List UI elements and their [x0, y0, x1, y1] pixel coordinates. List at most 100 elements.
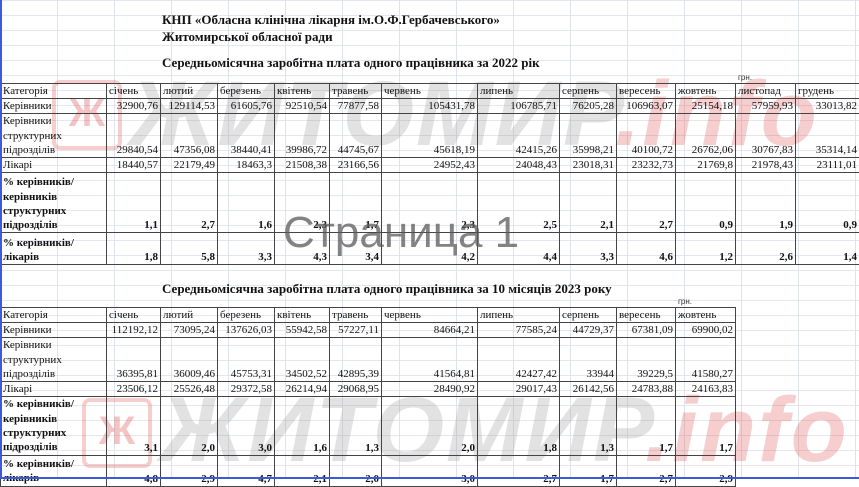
cell-value[interactable]: 21769,8: [676, 158, 736, 173]
cell-value[interactable]: 45753,31: [218, 338, 275, 382]
cell-value[interactable]: 23111,01: [796, 158, 859, 173]
cell-value[interactable]: 61605,76: [218, 99, 275, 114]
cell-value[interactable]: 44745,67: [330, 114, 382, 158]
cell-value[interactable]: 129114,53: [161, 99, 218, 114]
cell-value[interactable]: 1,1: [107, 173, 161, 233]
cell-value[interactable]: 40100,72: [617, 114, 676, 158]
cell-value[interactable]: 21978,43: [736, 158, 796, 173]
cell-value[interactable]: 23232,73: [617, 158, 676, 173]
cell-value[interactable]: 67381,09: [617, 323, 676, 338]
cell-value[interactable]: 23018,31: [560, 158, 617, 173]
cell-value[interactable]: 4,8: [107, 455, 161, 486]
cell-value[interactable]: 73095,24: [161, 323, 218, 338]
cell-value[interactable]: 42427,42: [478, 338, 560, 382]
cell-value[interactable]: 25526,48: [161, 382, 218, 397]
column-header[interactable]: Категорія: [1, 84, 107, 99]
cell-value[interactable]: 41580,27: [676, 338, 736, 382]
cell-value[interactable]: 45618,19: [382, 114, 478, 158]
cell-value[interactable]: 33013,82: [796, 99, 859, 114]
cell-value[interactable]: 2,0: [161, 397, 218, 455]
cell-value[interactable]: 36395,81: [107, 338, 161, 382]
column-header[interactable]: квітень: [275, 84, 330, 99]
cell-value[interactable]: 24163,83: [676, 382, 736, 397]
cell-value[interactable]: 35998,21: [560, 114, 617, 158]
column-header[interactable]: липень: [478, 84, 560, 99]
cell-value[interactable]: 2,7: [617, 455, 676, 486]
cell-value[interactable]: 25154,18: [676, 99, 736, 114]
cell-value[interactable]: 34502,52: [275, 338, 330, 382]
column-header[interactable]: грудень: [796, 84, 859, 99]
cell-value[interactable]: 3,1: [107, 397, 161, 455]
column-header[interactable]: вересень: [617, 308, 676, 323]
cell-value[interactable]: 30767,83: [736, 114, 796, 158]
cell-value[interactable]: 3,0: [218, 397, 275, 455]
cell-value[interactable]: 22179,49: [161, 158, 218, 173]
cell-value[interactable]: 112192,12: [107, 323, 161, 338]
cell-value[interactable]: 137626,03: [218, 323, 275, 338]
row-label[interactable]: Керівники структурних підрозділів: [1, 338, 107, 382]
cell-value[interactable]: 106963,07: [617, 99, 676, 114]
cell-value[interactable]: 26214,94: [275, 382, 330, 397]
cell-value[interactable]: 2,9: [161, 455, 218, 486]
cell-value[interactable]: 2,9: [676, 455, 736, 486]
cell-value[interactable]: 41564,81: [382, 338, 478, 382]
row-label[interactable]: Керівники: [1, 99, 107, 114]
cell-value[interactable]: 1,3: [330, 397, 382, 455]
cell-value[interactable]: 1,9: [736, 173, 796, 233]
cell-value[interactable]: 2,7: [161, 173, 218, 233]
cell-value[interactable]: 24952,43: [382, 158, 478, 173]
cell-value[interactable]: 29840,54: [107, 114, 161, 158]
cell-value[interactable]: 21508,38: [275, 158, 330, 173]
cell-value[interactable]: 47356,08: [161, 114, 218, 158]
column-header[interactable]: березень: [218, 308, 275, 323]
cell-value[interactable]: 2,7: [478, 455, 560, 486]
cell-value[interactable]: 23166,56: [330, 158, 382, 173]
cell-value[interactable]: 39986,72: [275, 114, 330, 158]
cell-value[interactable]: 1,8: [478, 397, 560, 455]
cell-value[interactable]: 29017,43: [478, 382, 560, 397]
cell-value[interactable]: 3,3: [218, 233, 275, 265]
row-label[interactable]: Лікарі: [1, 158, 107, 173]
column-header[interactable]: Категорія: [1, 308, 107, 323]
cell-value[interactable]: 35314,14: [796, 114, 859, 158]
cell-value[interactable]: 1,6: [275, 397, 330, 455]
column-header[interactable]: жовтень: [676, 308, 736, 323]
cell-value[interactable]: 1,3: [560, 397, 617, 455]
cell-value[interactable]: 26142,56: [560, 382, 617, 397]
column-header[interactable]: вересень: [617, 84, 676, 99]
cell-value[interactable]: 92510,54: [275, 99, 330, 114]
column-header[interactable]: серпень: [560, 84, 617, 99]
cell-value[interactable]: 28490,92: [382, 382, 478, 397]
cell-value[interactable]: 29068,95: [330, 382, 382, 397]
cell-value[interactable]: 1,4: [796, 233, 859, 265]
cell-value[interactable]: 23506,12: [107, 382, 161, 397]
column-header[interactable]: квітень: [275, 308, 330, 323]
cell-value[interactable]: 29372,58: [218, 382, 275, 397]
column-header[interactable]: травень: [330, 84, 382, 99]
cell-value[interactable]: 57959,93: [736, 99, 796, 114]
column-header[interactable]: лютий: [161, 84, 218, 99]
cell-value[interactable]: 32900,76: [107, 99, 161, 114]
cell-value[interactable]: 33944: [560, 338, 617, 382]
cell-value[interactable]: 4,6: [617, 233, 676, 265]
cell-value[interactable]: 38440,41: [218, 114, 275, 158]
row-label[interactable]: Керівники структурних підрозділів: [1, 114, 107, 158]
column-header[interactable]: серпень: [560, 308, 617, 323]
cell-value[interactable]: 36009,46: [161, 338, 218, 382]
cell-value[interactable]: 1,7: [676, 397, 736, 455]
cell-value[interactable]: 0,9: [796, 173, 859, 233]
cell-value[interactable]: 39229,5: [617, 338, 676, 382]
cell-value[interactable]: 1,7: [617, 397, 676, 455]
cell-value[interactable]: 77585,24: [478, 323, 560, 338]
column-header[interactable]: березень: [218, 84, 275, 99]
column-header[interactable]: червень: [382, 84, 478, 99]
cell-value[interactable]: 55942,58: [275, 323, 330, 338]
row-label[interactable]: % керівників/ керівників структурних під…: [1, 397, 107, 455]
cell-value[interactable]: 1,6: [218, 173, 275, 233]
cell-value[interactable]: 2,1: [275, 455, 330, 486]
cell-value[interactable]: 3,3: [560, 233, 617, 265]
cell-value[interactable]: 18440,57: [107, 158, 161, 173]
column-header[interactable]: жовтень: [676, 84, 736, 99]
row-label[interactable]: % керівників/лікарів: [1, 233, 107, 265]
row-label[interactable]: Лікарі: [1, 382, 107, 397]
